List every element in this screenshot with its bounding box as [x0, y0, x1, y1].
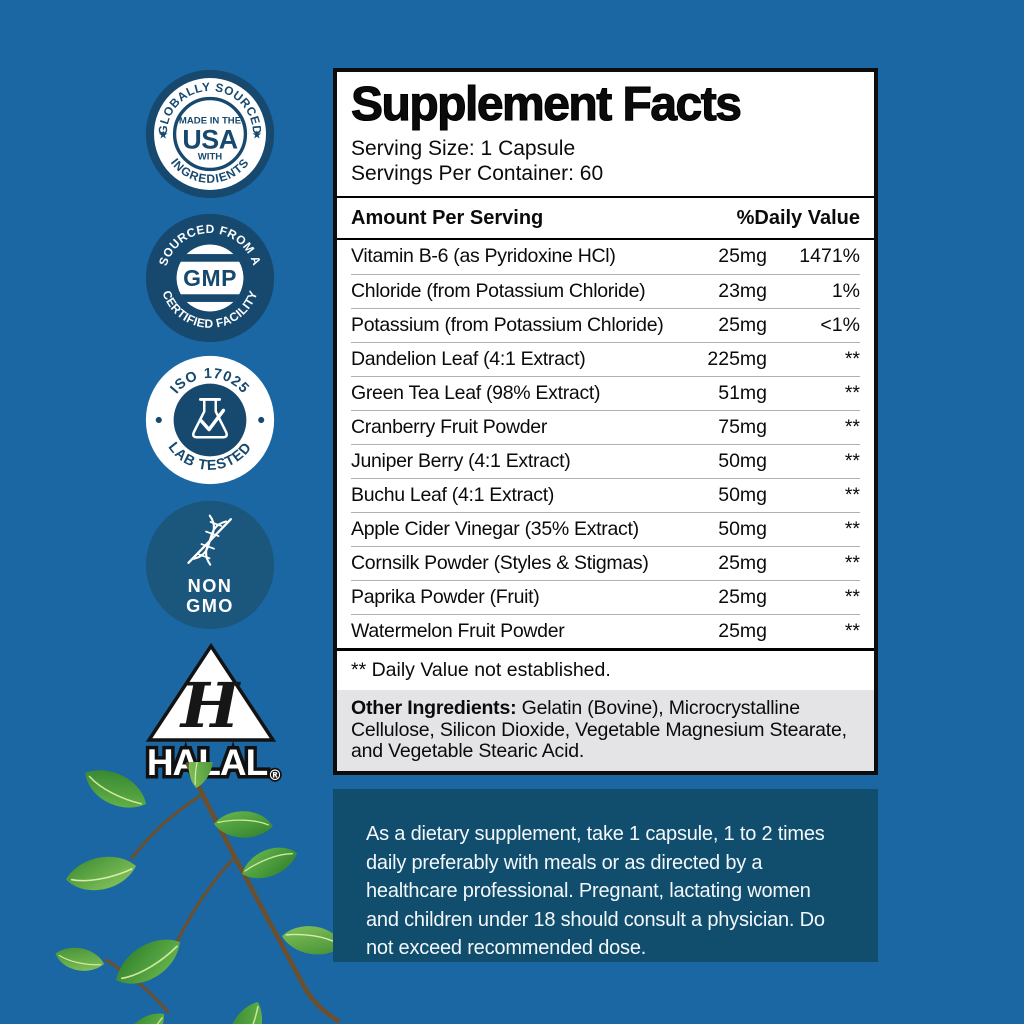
ingredient-name: Cranberry Fruit Powder — [351, 415, 548, 438]
amount-per-serving-header: Amount Per Serving — [351, 206, 544, 229]
ingredient-daily-value: ** — [844, 415, 860, 438]
table-row: Buchu Leaf (4:1 Extract) 50mg ** — [351, 477, 860, 512]
dot-icon — [258, 416, 265, 424]
dot-icon — [155, 416, 162, 424]
usa-badge-line3: WITH — [198, 151, 223, 162]
star-icon: ★ — [252, 127, 262, 141]
star-icon: ★ — [158, 127, 168, 141]
ingredient-amount: 225mg — [707, 347, 767, 370]
servings-per-container: Servings Per Container: 60 — [351, 162, 604, 186]
halal-badge-icon: H HALAL ® — [143, 642, 284, 783]
usa-badge-icon: GLOBALLY SOURCED INGREDIENTS ★ ★ MADE IN… — [145, 69, 275, 199]
table-row: Potassium (from Potassium Chloride) 25mg… — [351, 307, 860, 342]
leaves — [55, 762, 344, 1024]
other-ingredients: Other Ingredients: Gelatin (Bovine), Mic… — [337, 690, 874, 771]
serving-size: Serving Size: 1 Capsule — [351, 137, 576, 161]
non-gmo-line1: NON — [188, 576, 233, 596]
halal-badge: H HALAL ® — [136, 641, 286, 783]
directions-text: As a dietary supplement, take 1 capsule,… — [366, 823, 825, 960]
ingredient-amount: 25mg — [718, 585, 767, 608]
ingredient-daily-value: <1% — [820, 313, 860, 336]
daily-value-footnote: ** Daily Value not established. — [337, 647, 874, 691]
table-row: Juniper Berry (4:1 Extract) 50mg ** — [351, 443, 860, 478]
iso-badge-icon: ISO 17025 LAB TESTED — [145, 355, 275, 485]
ingredient-daily-value: ** — [844, 585, 860, 608]
halal-h-letter: H — [179, 669, 242, 742]
ingredient-name: Potassium (from Potassium Chloride) — [351, 313, 664, 336]
other-ingredients-label: Other Ingredients: — [351, 697, 517, 720]
slash-icon — [187, 518, 233, 564]
ingredient-amount: 51mg — [718, 381, 767, 404]
usa-badge: GLOBALLY SOURCED INGREDIENTS ★ ★ MADE IN… — [143, 67, 277, 201]
iso-lab-tested-badge: ISO 17025 LAB TESTED — [143, 353, 277, 487]
table-row: Dandelion Leaf (4:1 Extract) 225mg ** — [351, 341, 860, 376]
ingredient-amount: 50mg — [718, 517, 767, 540]
table-row: Paprika Powder (Fruit) 25mg ** — [351, 579, 860, 614]
halal-triangle — [145, 642, 277, 742]
ingredient-amount: 25mg — [718, 619, 767, 642]
ingredient-amount: 25mg — [718, 551, 767, 574]
ingredient-daily-value: ** — [844, 381, 860, 404]
registered-mark-icon: ® — [268, 768, 282, 783]
gmp-badge-icon: SOURCED FROM A CERTIFIED FACILITY GMP — [145, 213, 275, 343]
leaf-branch-decoration — [55, 762, 344, 1024]
table-row: Cranberry Fruit Powder 75mg ** — [351, 409, 860, 444]
ingredient-daily-value: 1471% — [799, 245, 860, 268]
ingredient-name: Apple Cider Vinegar (35% Extract) — [351, 517, 639, 540]
other-ingredients-text: Gelatin (Bovine), Microcrystalline Cellu… — [351, 697, 847, 763]
ingredient-name: Cornsilk Powder (Styles & Stigmas) — [351, 551, 649, 574]
lab-flask-icon — [192, 397, 228, 439]
usa-badge-line1: MADE IN THE — [179, 115, 241, 126]
ingredient-name: Paprika Powder (Fruit) — [351, 585, 540, 608]
ingredient-amount: 50mg — [718, 449, 767, 472]
ingredient-rows: Vitamin B-6 (as Pyridoxine HCl) 25mg 147… — [337, 240, 874, 648]
usa-badge-line2: USA — [182, 124, 237, 154]
checkmark-icon — [199, 408, 226, 432]
supplement-facts-panel: Supplement Facts Serving Size: 1 Capsule… — [333, 68, 878, 775]
table-header: Amount Per Serving %Daily Value — [337, 198, 874, 240]
ingredient-name: Buchu Leaf (4:1 Extract) — [351, 483, 555, 506]
ingredient-amount: 50mg — [718, 483, 767, 506]
table-row: Vitamin B-6 (as Pyridoxine HCl) 25mg 147… — [351, 240, 860, 274]
table-row: Watermelon Fruit Powder 25mg ** — [351, 613, 860, 648]
ingredient-name: Dandelion Leaf (4:1 Extract) — [351, 347, 586, 370]
ingredient-name: Green Tea Leaf (98% Extract) — [351, 381, 601, 404]
daily-value-header: %Daily Value — [736, 206, 860, 229]
non-gmo-line2: GMO — [186, 596, 234, 616]
serving-info: Serving Size: 1 Capsule Servings Per Con… — [337, 136, 874, 199]
gmp-badge: SOURCED FROM A CERTIFIED FACILITY GMP — [143, 211, 277, 345]
ingredient-amount: 25mg — [718, 245, 767, 268]
gmp-badge-center-text: GMP — [183, 265, 237, 291]
ingredient-daily-value: ** — [844, 347, 860, 370]
ingredient-name: Watermelon Fruit Powder — [351, 619, 565, 642]
table-row: Cornsilk Powder (Styles & Stigmas) 25mg … — [351, 545, 860, 580]
table-row: Chloride (from Potassium Chloride) 23mg … — [351, 273, 860, 308]
ingredient-daily-value: ** — [844, 619, 860, 642]
ingredient-amount: 25mg — [718, 313, 767, 336]
ingredient-name: Chloride (from Potassium Chloride) — [351, 279, 646, 302]
ingredient-daily-value: 1% — [831, 279, 860, 302]
ingredient-daily-value: ** — [844, 551, 860, 574]
panel-title: Supplement Facts — [350, 78, 742, 131]
table-row: Green Tea Leaf (98% Extract) 51mg ** — [351, 375, 860, 410]
directions-box: As a dietary supplement, take 1 capsule,… — [333, 789, 878, 962]
ingredient-name: Juniper Berry (4:1 Extract) — [351, 449, 571, 472]
dna-crossed-icon — [187, 514, 233, 566]
ingredient-amount: 75mg — [718, 415, 767, 438]
ingredient-daily-value: ** — [844, 517, 860, 540]
non-gmo-badge: NON GMO — [143, 498, 277, 632]
ingredient-name: Vitamin B-6 (as Pyridoxine HCl) — [351, 245, 616, 268]
ingredient-daily-value: ** — [844, 449, 860, 472]
ingredient-amount: 23mg — [718, 279, 767, 302]
table-row: Apple Cider Vinegar (35% Extract) 50mg *… — [351, 511, 860, 546]
ingredient-daily-value: ** — [844, 483, 860, 506]
non-gmo-badge-icon: NON GMO — [145, 500, 275, 630]
